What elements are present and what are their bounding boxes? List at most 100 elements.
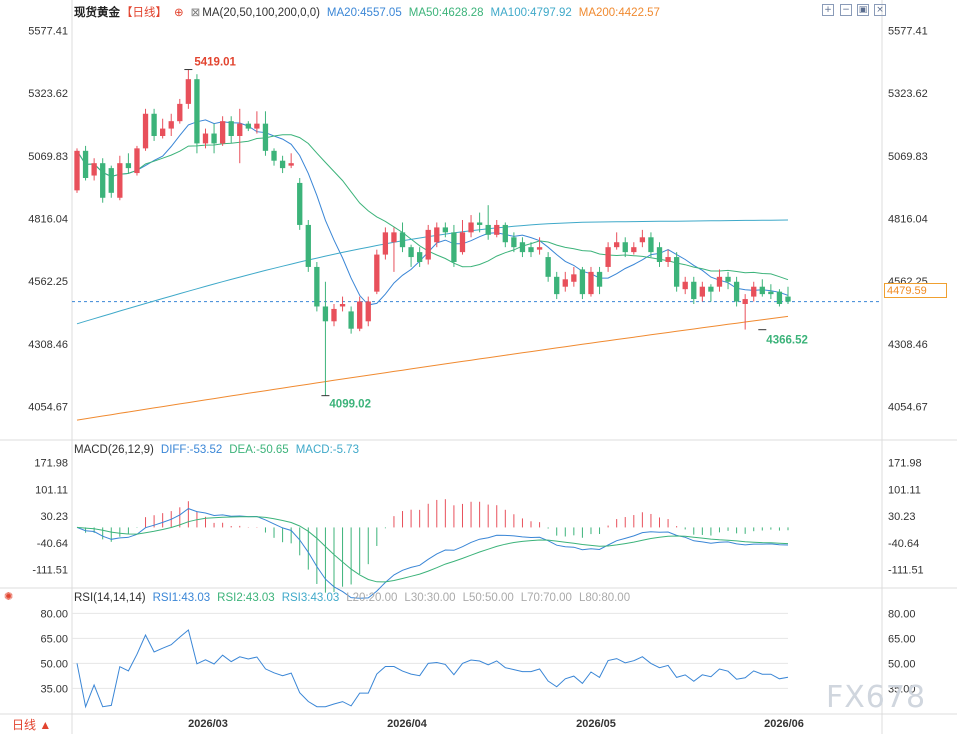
rsi-tick-right-1: 65.00 [888, 633, 916, 645]
macd-header-item-3: MACD:-5.73 [295, 444, 359, 456]
price-tick-left-1: 5323.62 [28, 88, 68, 100]
macd-header-item-0: MACD(26,12,9) [74, 444, 154, 456]
macd-header-item-1: DIFF:-53.52 [160, 444, 223, 456]
candle-body [219, 121, 226, 144]
macd-tick-right-3: -40.64 [888, 538, 919, 550]
rsi-header-item-5: L30:30.00 [404, 592, 456, 604]
candle-body [639, 237, 646, 243]
candle-body [459, 232, 466, 253]
candle-body [631, 247, 637, 253]
candle-body [365, 301, 371, 322]
price-tick-right-1: 5323.62 [888, 88, 928, 100]
rsi-header-item-6: L50:50.00 [462, 592, 514, 604]
candle-body [245, 123, 251, 129]
candle-body [699, 286, 705, 297]
close-icon[interactable]: × [874, 4, 886, 16]
period-tag[interactable]: 【日线】 [121, 7, 167, 19]
rsi-header-item-2: RSI2:43.03 [217, 592, 275, 604]
candle-body [288, 163, 294, 166]
candle-body [665, 257, 671, 262]
candle-body [185, 79, 192, 104]
minus-zoom-icon[interactable]: − [840, 4, 852, 16]
candle-body [476, 222, 483, 225]
candle-body [297, 182, 303, 225]
candle-body [562, 279, 568, 287]
candle-body [160, 128, 166, 136]
candle-body [588, 271, 594, 295]
dea-line [76, 516, 789, 583]
macd-header-item-2: DEA:-50.65 [229, 444, 289, 456]
macd-tick-left-4: -111.51 [32, 564, 68, 576]
rsi-tick-right-0: 80.00 [888, 608, 916, 620]
price-tick-right-0: 5577.41 [888, 25, 928, 37]
candle-body [108, 168, 114, 193]
candle-body [468, 222, 474, 233]
candle-body [571, 274, 577, 282]
rsi-header-item-1: RSI1:43.03 [152, 592, 211, 604]
candle-body [648, 237, 654, 253]
ma-params: MA(20,50,100,200,0,0) [202, 7, 320, 19]
candle-body [279, 160, 286, 169]
candle-body [614, 242, 620, 248]
candle-body [451, 232, 457, 262]
candle-body [536, 247, 543, 250]
candle-body [194, 79, 200, 144]
rsi-tick-left-0: 80.00 [40, 608, 68, 620]
candle-body [339, 304, 346, 307]
candle-body [237, 123, 243, 136]
price-tick-left-0: 5577.41 [28, 25, 68, 37]
diff-line [76, 508, 789, 599]
candle-body [742, 299, 748, 304]
instrument-title: 现货黄金 [74, 7, 120, 19]
candle-body [554, 276, 560, 295]
candle-body [374, 254, 380, 292]
candle-body [408, 247, 414, 258]
candle-body [768, 291, 774, 295]
indicator-icon[interactable]: ⊠ [190, 7, 201, 19]
candle-body [305, 224, 311, 267]
ma200-line [76, 315, 789, 421]
settings-icon[interactable]: ⊕ [174, 7, 184, 19]
macd-tick-left-0: 171.98 [34, 458, 68, 470]
extreme-label-1: 4099.02 [329, 399, 371, 411]
plus-zoom-icon[interactable]: + [822, 4, 834, 16]
rsi-tick-right-2: 50.00 [888, 658, 916, 670]
ma-value-1: MA50:4628.28 [408, 7, 484, 19]
candle-body [331, 308, 337, 322]
rsi-tick-left-2: 50.00 [40, 658, 68, 670]
fullscreen-icon[interactable]: ▣ [857, 4, 869, 16]
price-tick-left-5: 4308.46 [28, 339, 68, 351]
rsi-header-item-4: L20:20.00 [346, 592, 398, 604]
ma-value-3: MA200:4422.57 [578, 7, 660, 19]
candle-body [751, 286, 757, 297]
candle-body [228, 121, 234, 136]
ma20-line [76, 119, 789, 306]
price-tick-left-2: 5069.83 [28, 151, 68, 163]
rsi-header-item-8: L80:80.00 [578, 592, 631, 604]
ma-value-2: MA100:4797.92 [490, 7, 572, 19]
candle-body [177, 103, 183, 122]
candle-body [673, 257, 680, 287]
settings-gear-icon[interactable]: ✺ [4, 590, 14, 603]
candle-body [716, 276, 723, 287]
rsi-header-item-3: RSI3:43.03 [281, 592, 340, 604]
candle-body [151, 113, 157, 136]
candle-body [134, 148, 140, 174]
candle-body [125, 163, 132, 169]
candle-body [357, 301, 363, 329]
candle-body [579, 269, 586, 295]
period-selector[interactable]: 日线 ▲ [12, 718, 52, 732]
ma50-line [76, 134, 789, 281]
candle-body [511, 237, 517, 248]
extreme-label-0: 5419.01 [194, 57, 236, 69]
candle-body [168, 121, 174, 129]
candle-body [691, 281, 697, 300]
candle-body [82, 150, 89, 178]
price-tick-right-5: 4308.46 [888, 339, 928, 351]
candle-body [91, 163, 97, 176]
macd-tick-left-1: 101.11 [35, 484, 68, 496]
macd-tick-right-0: 171.98 [888, 458, 922, 470]
candle-body [682, 281, 688, 290]
candle-body [622, 242, 628, 253]
